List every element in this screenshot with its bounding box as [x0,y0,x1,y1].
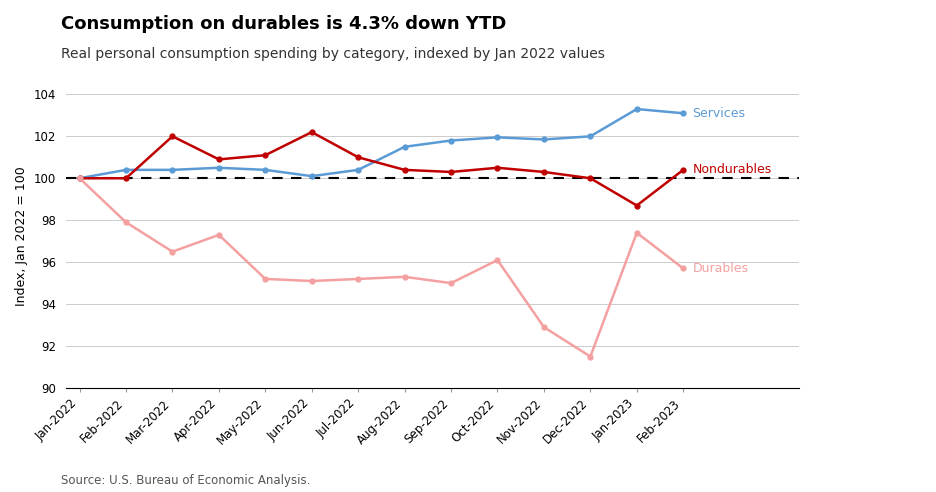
Text: Services: Services [693,107,745,120]
Text: Durables: Durables [693,262,749,275]
Text: Nondurables: Nondurables [693,163,772,176]
Text: Real personal consumption spending by category, indexed by Jan 2022 values: Real personal consumption spending by ca… [61,47,605,61]
Y-axis label: Index, Jan 2022 = 100: Index, Jan 2022 = 100 [15,166,28,306]
Text: Source: U.S. Bureau of Economic Analysis.: Source: U.S. Bureau of Economic Analysis… [61,474,310,487]
Text: Consumption on durables is 4.3% down YTD: Consumption on durables is 4.3% down YTD [61,15,506,33]
